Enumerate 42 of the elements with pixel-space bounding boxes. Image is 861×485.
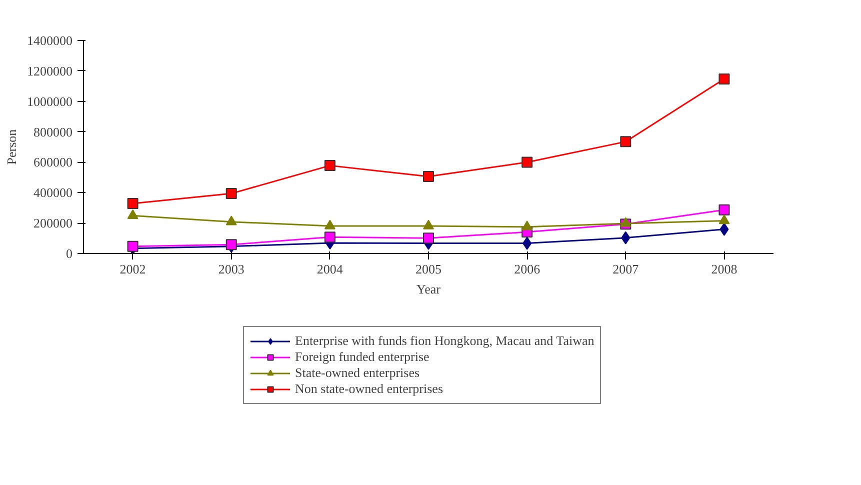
point	[423, 220, 434, 230]
legend-label: Non state-owned enterprises	[295, 381, 444, 397]
point	[324, 232, 336, 243]
point	[718, 214, 730, 224]
x-tick-label: 2004	[316, 262, 344, 276]
point	[620, 217, 632, 227]
point	[226, 188, 237, 200]
y-tick-label: 800000	[34, 124, 72, 140]
x-tick-label: 2007	[612, 262, 640, 276]
point	[127, 198, 138, 209]
y-tick-label: 0	[66, 246, 72, 261]
x-tick-label: 2003	[218, 262, 244, 276]
x-tick-label: 2005	[416, 262, 442, 276]
y-tick-label: 200000	[34, 216, 72, 231]
legend-label: State-owned enterprises	[295, 365, 420, 381]
point	[226, 216, 237, 226]
legend-label: Enterprise with funds fion Hongkong, Macau and Taiwan	[295, 333, 594, 349]
point	[127, 209, 138, 220]
x-axis-title: Year	[416, 282, 442, 296]
point	[621, 231, 630, 244]
point	[522, 156, 533, 168]
y-axis-title: Person	[4, 128, 19, 165]
point	[324, 160, 336, 172]
y-tick-label: 400000	[34, 185, 72, 200]
point	[226, 239, 237, 250]
y-tick-label: 600000	[34, 154, 72, 170]
point	[522, 220, 533, 230]
point	[423, 232, 434, 244]
legend-label: Foreign funded enterprise	[295, 349, 430, 365]
y-tick-label: 1400000	[27, 33, 72, 48]
x-tick-label: 2002	[120, 262, 146, 276]
point	[718, 204, 730, 216]
y-tick-label: 1000000	[27, 94, 72, 109]
point	[324, 220, 336, 230]
point	[620, 136, 632, 148]
point	[720, 222, 729, 236]
point	[522, 236, 532, 250]
y-tick-label: 1200000	[27, 63, 72, 78]
point	[423, 171, 434, 182]
point	[718, 73, 730, 84]
x-tick-label: 2008	[711, 262, 738, 276]
x-tick-label: 2006	[514, 262, 541, 276]
